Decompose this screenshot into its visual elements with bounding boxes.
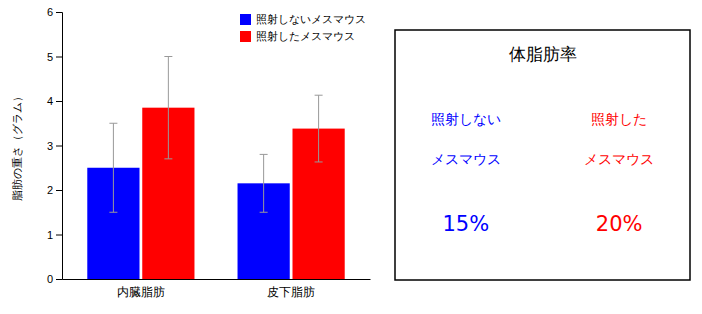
tick: 4 [47,95,62,107]
tick: 6 [47,6,62,18]
tick-label: 5 [47,51,53,63]
tick-label: 6 [47,6,53,18]
chart: 0123456内臓脂肪皮下脂肪照射しないメスマウス照射したメスマウス脂肪の重さ（… [0,0,702,314]
legend-item: 照射しないメスマウス [240,13,366,26]
tick: 3 [47,140,62,152]
table-title: 体脂肪率 [509,44,577,64]
tick-label: 内臓脂肪 [117,285,165,299]
table-frame [395,30,690,280]
series [142,108,344,279]
table-header: 照射した [591,111,647,127]
tick-label: 4 [47,95,53,107]
legend-swatch [240,14,251,25]
axis-line [63,279,371,280]
axis-line [56,13,63,280]
marks [87,57,344,280]
error-bar [164,57,172,159]
tick-mark [56,101,62,102]
error-bar [260,154,268,212]
tick-mark [56,190,62,191]
tick: 2 [47,184,62,196]
tick: 内臓脂肪 [117,279,165,299]
tick-label: 1 [47,229,53,241]
plot: 0 1 2 3 4 5 6 内臓脂肪 皮下脂肪 照射しないメスマウス照射したメスマウス [47,6,371,299]
error-bars [164,57,322,162]
tick: 1 [47,229,62,241]
tick: 皮下脂肪 [267,279,315,299]
x-axis: 内臓脂肪 皮下脂肪 [63,279,371,299]
table: 体脂肪率照射しないメスマウス 15% 照射したメスマウス 20% [395,30,690,280]
tick-mark [56,146,62,147]
tick-mark [56,279,62,280]
error-bars [109,123,267,212]
y-axis: 0 1 2 3 4 5 6 [47,6,63,285]
error-bar [315,95,323,162]
tick-mark [56,235,62,236]
legend-label: 照射しないメスマウス [256,13,366,26]
table-header: メスマウス [584,151,654,167]
tick-label: 3 [47,140,53,152]
tick-label: 2 [47,184,53,196]
tick-label: 0 [47,273,53,285]
tick: 0 [47,273,62,285]
tick: 5 [47,51,62,63]
table-header: 照射しない [431,111,501,127]
tick-mark [56,57,62,58]
y-axis-title: 脂肪の重さ（グラム） [11,91,24,201]
legend: 照射しないメスマウス照射したメスマウス [240,13,366,43]
tick-mark [56,12,62,13]
legend-label: 照射したメスマウス [256,30,355,43]
legend-swatch [240,31,251,42]
tick-label: 皮下脂肪 [267,285,315,299]
error-bar [109,123,117,212]
legend-item: 照射したメスマウス [240,30,355,43]
table-header: メスマウス [431,151,501,167]
table-value: 20% [596,212,643,236]
table-value: 15% [442,212,489,236]
